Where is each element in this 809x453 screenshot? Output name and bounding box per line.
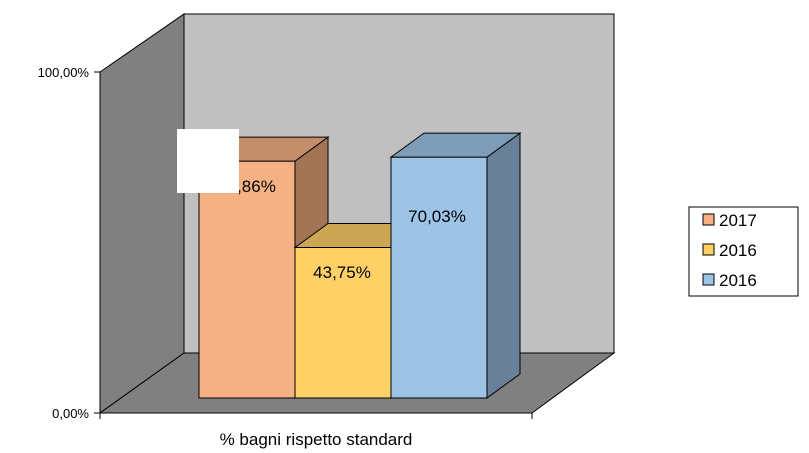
bar-2017 bbox=[197, 136, 330, 399]
chart-side-wall bbox=[99, 13, 185, 414]
legend-swatch-2016-b bbox=[702, 273, 715, 286]
bar-2016-b-side bbox=[486, 132, 521, 399]
bar-2017-front bbox=[198, 160, 296, 399]
data-label-2016-b: 70,03% bbox=[408, 207, 466, 226]
x-axis-label: % bagni rispetto standard bbox=[220, 430, 413, 449]
legend-swatch-2017 bbox=[702, 213, 715, 226]
bar-2016-b bbox=[389, 132, 522, 399]
legend: 2017 2016 2016 bbox=[688, 206, 799, 297]
y-tick-label-bottom: 0,00% bbox=[52, 406, 89, 421]
legend-label-2016-b: 2016 bbox=[719, 271, 757, 290]
y-tick-label-top: 100,00% bbox=[38, 65, 90, 80]
legend-label-2016-a: 2016 bbox=[719, 241, 757, 260]
legend-swatch-2016-a bbox=[702, 243, 715, 256]
data-label-2016-a: 43,75% bbox=[313, 263, 371, 282]
legend-label-2017: 2017 bbox=[719, 211, 757, 230]
bar-2016-b-top bbox=[389, 132, 522, 158]
bar-2016-b-front bbox=[390, 156, 488, 399]
occluding-box bbox=[177, 129, 239, 193]
